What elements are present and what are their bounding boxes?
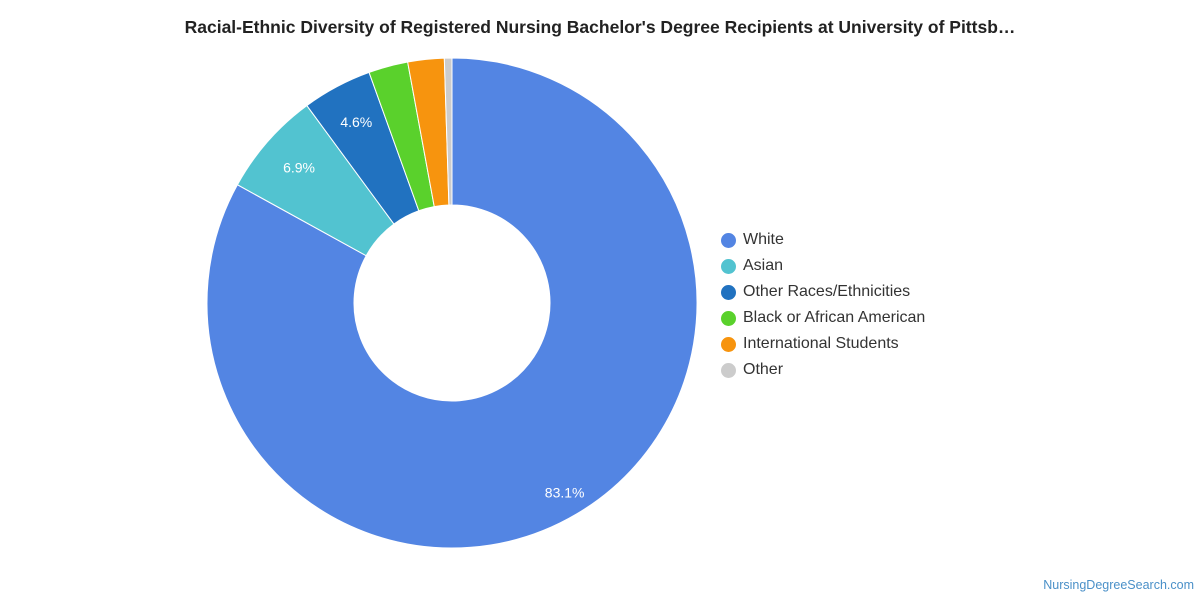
legend-swatch-icon (721, 310, 736, 326)
chart-title: Racial-Ethnic Diversity of Registered Nu… (184, 17, 1016, 37)
legend-swatch-icon (721, 284, 736, 300)
donut-slices (206, 57, 698, 549)
legend-item-international-students[interactable]: International Students (721, 331, 925, 357)
slice-label-other-races-ethnicities: 4.6% (340, 114, 372, 130)
legend-label: International Students (743, 335, 899, 352)
legend-swatch-icon (721, 232, 736, 248)
legend-label: Other Races/Ethnicities (743, 283, 911, 300)
slice-other[interactable] (443, 57, 453, 206)
legend-item-other-races-ethnicities[interactable]: Other Races/Ethnicities (721, 279, 925, 305)
legend-swatch-icon (721, 258, 736, 274)
legend-label: Asian (743, 257, 784, 274)
legend-item-white[interactable]: White (721, 227, 925, 253)
slice-labels: 83.1% 6.9% 4.6% (283, 114, 584, 500)
slice-label-white: 83.1% (545, 484, 585, 500)
legend-label: Black or African American (743, 309, 926, 326)
chart-legend: White Asian Other Races/Ethnicities Black o… (721, 227, 925, 383)
legend-item-other[interactable]: Other (721, 357, 925, 383)
source-credit[interactable]: NursingDegreeSearch.com (1043, 578, 1194, 592)
legend-swatch-icon (721, 362, 736, 378)
slice-white[interactable] (206, 57, 698, 549)
legend-item-black-or-african-american[interactable]: Black or African American (721, 305, 925, 331)
legend-label: Other (743, 361, 784, 378)
legend-label: White (743, 231, 784, 248)
slice-label-asian: 6.9% (283, 159, 315, 175)
legend-swatch-icon (721, 336, 736, 352)
legend-item-asian[interactable]: Asian (721, 253, 925, 279)
